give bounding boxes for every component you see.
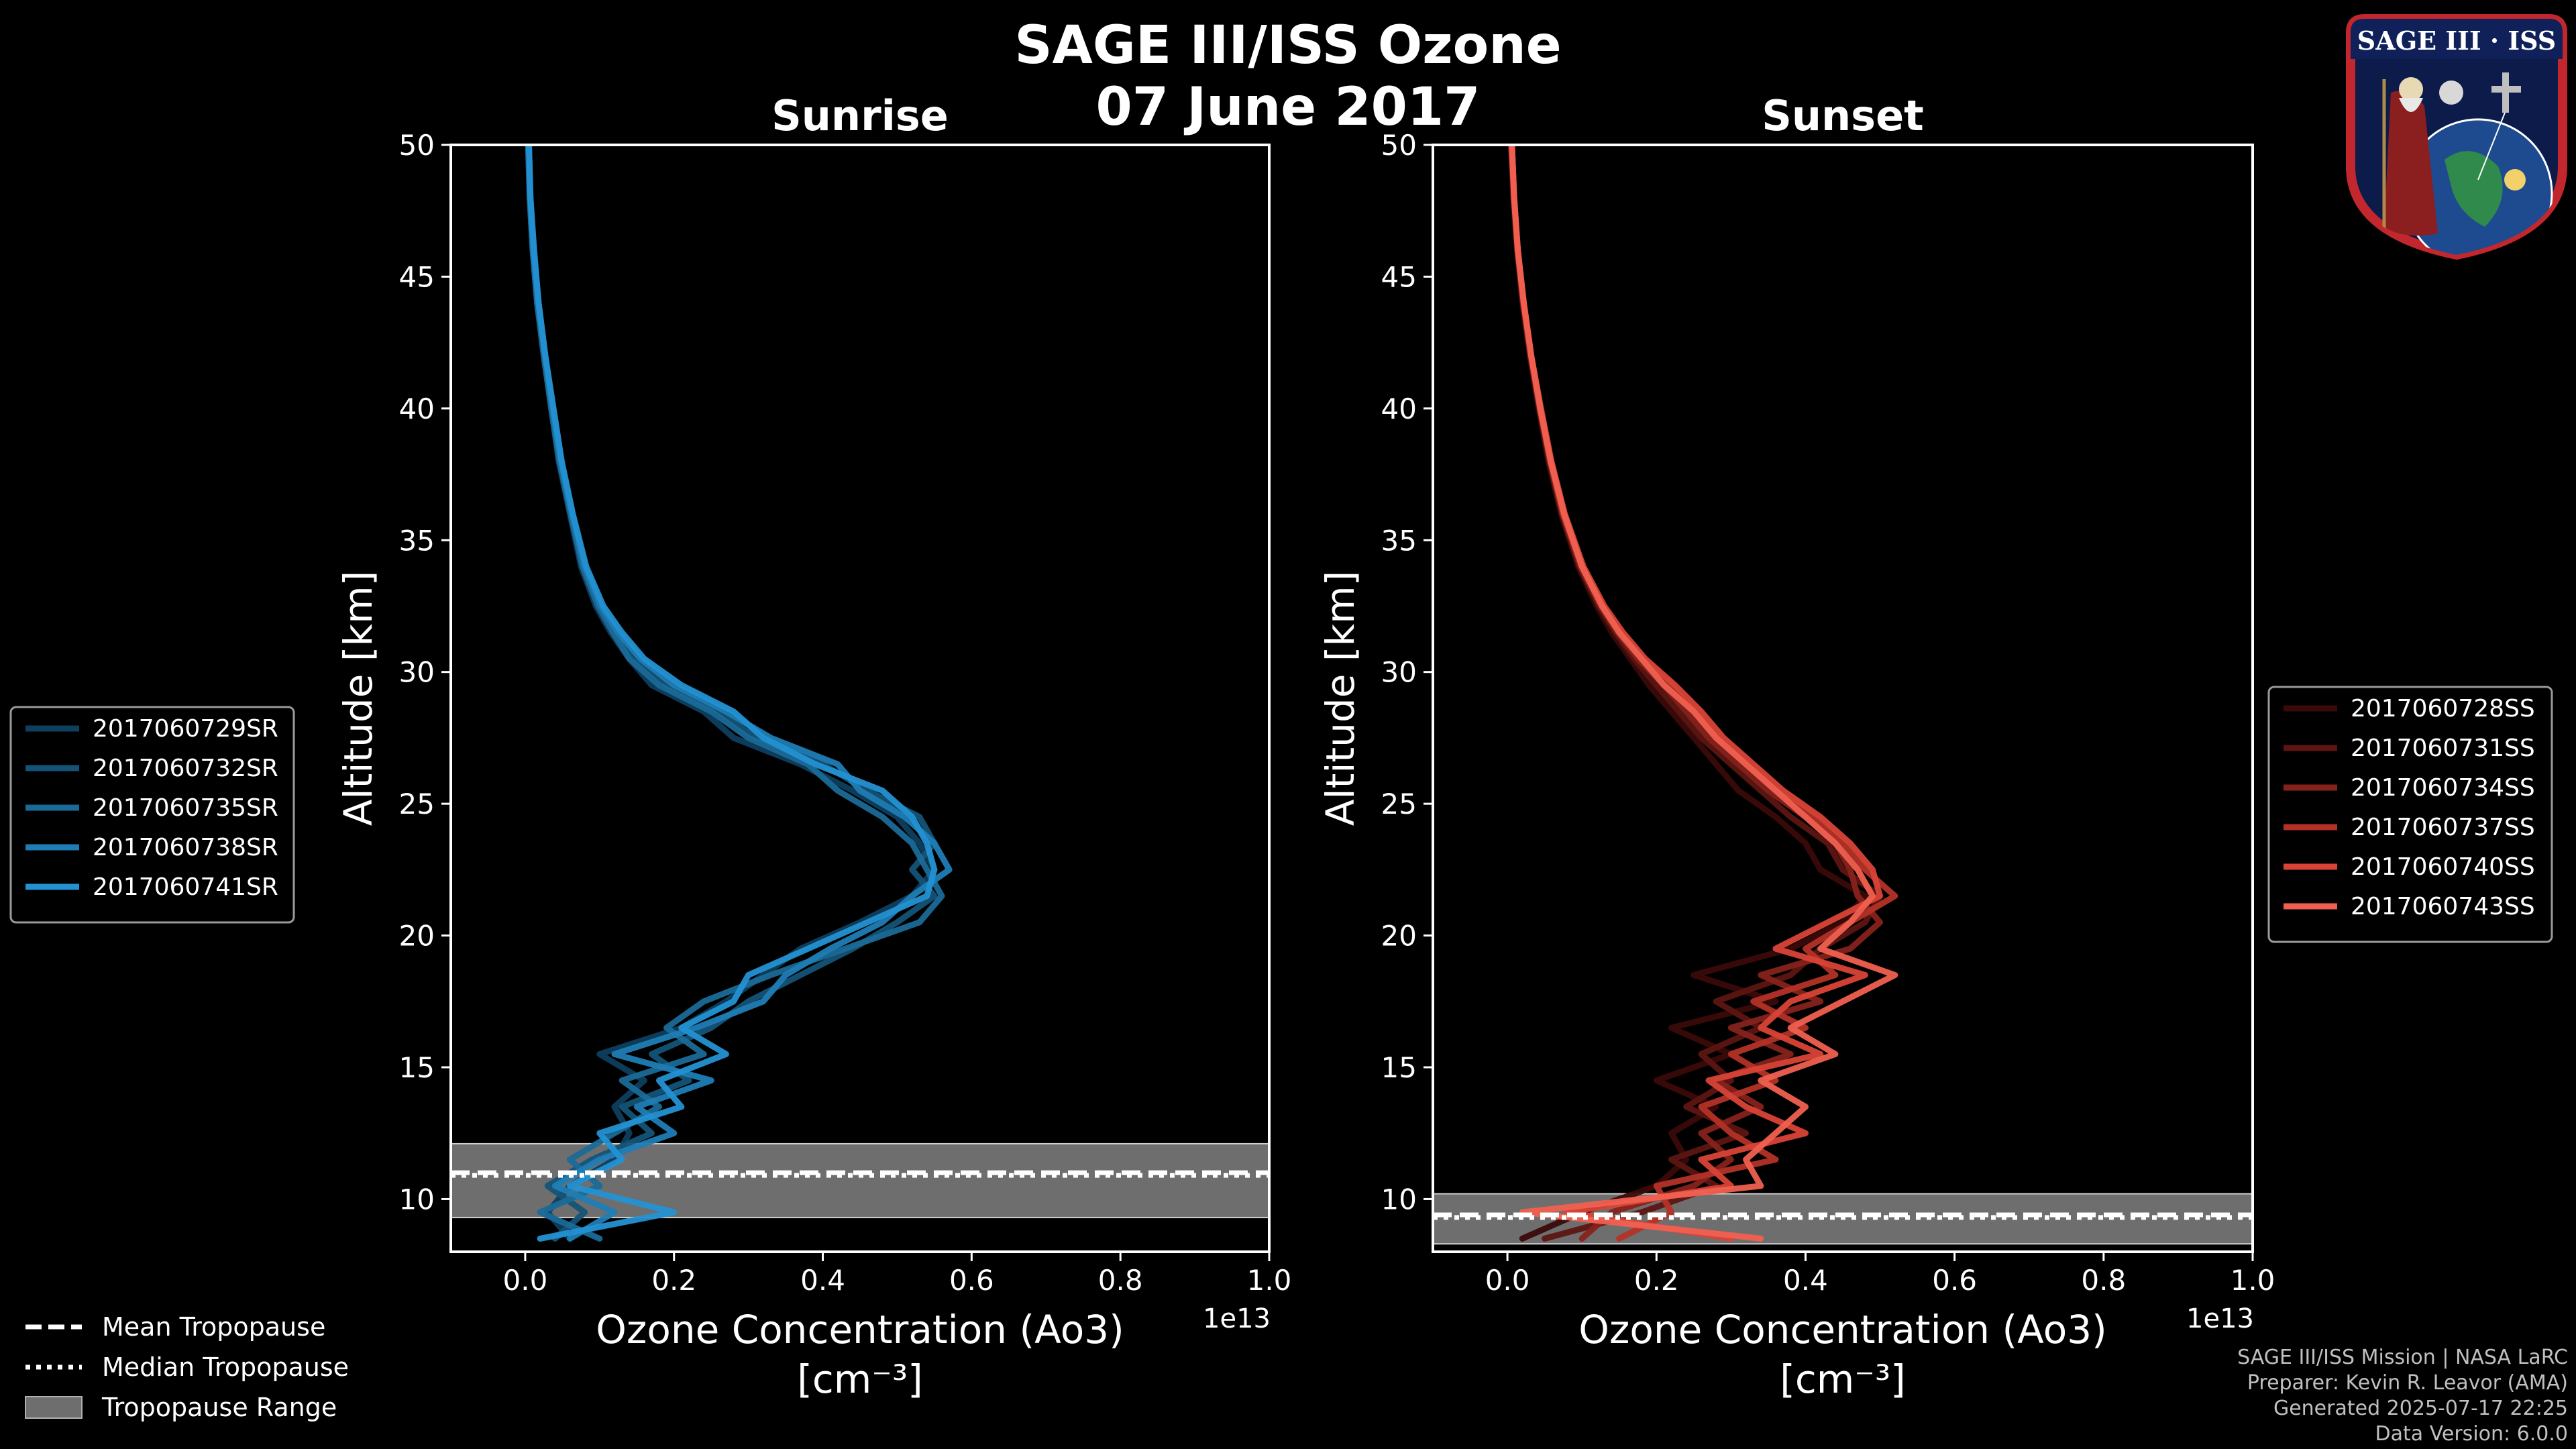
series-line-2017060737SS: [1509, 145, 1898, 1242]
credit-generated: Generated 2025-07-17 22:25: [2273, 1397, 2568, 1420]
figure-title: SAGE III/ISS Ozone 07 June 2017: [0, 15, 2576, 138]
series-line-2017060729SR: [525, 145, 938, 1242]
x-tick-label: 1.0: [1247, 1264, 1292, 1297]
sage-iii-iss-mission-badge: SAGE III · ISS: [2346, 14, 2567, 260]
tropopause-legend: Mean Tropopause Median Tropopause Tropopau…: [25, 1312, 349, 1422]
series-line-2017060734SS: [1508, 145, 1883, 1242]
tropopause-legend-label: Mean Tropopause: [102, 1312, 325, 1342]
y-tick-label: 10: [1381, 1183, 1417, 1216]
sunset-panel: Sunset 0.0 0.2 0.4 0.6 0.8 1.0 10 15 20 25 30 35 40 45…: [1318, 91, 2275, 1402]
y-tick-label: 35: [1381, 524, 1417, 557]
series-line-2017060728SS: [1508, 145, 1868, 1242]
y-tick-label: 50: [1381, 129, 1417, 162]
x-axis-label-line2: [cm⁻³]: [1780, 1356, 1906, 1402]
sunrise-legend: 2017060729SR 2017060732SR 2017060735SR 2017…: [9, 706, 295, 924]
tropopause-range-band: [450, 1142, 1270, 1218]
legend-entry-label: 2017060732SR: [93, 755, 278, 782]
series-line-2017060732SR: [525, 145, 938, 1242]
x-tick-label: 0.6: [949, 1264, 994, 1297]
legend-entry-label: 2017060741SR: [93, 873, 278, 901]
x-tick-label: 0.8: [2081, 1264, 2126, 1297]
y-tick-label: 25: [399, 788, 435, 820]
y-tick-label: 35: [399, 524, 435, 557]
y-tick-label: 20: [399, 920, 435, 953]
badge-title: SAGE III · ISS: [2357, 25, 2556, 56]
tropopause-legend-label: Median Tropopause: [102, 1352, 349, 1382]
x-axis-label-line1: Ozone Concentration (Ao3): [1578, 1307, 2107, 1352]
legend-entry-label: 2017060728SS: [2351, 695, 2535, 722]
legend-entry-label: 2017060731SS: [2351, 735, 2535, 762]
x-tick-label: 0.6: [1932, 1264, 1977, 1297]
y-axis-label: Altitude [km]: [1318, 571, 1363, 826]
tropopause-legend-label: Tropopause Range: [101, 1393, 337, 1422]
legend-entry-label: 2017060737SS: [2351, 814, 2535, 841]
legend-range-swatch: [25, 1396, 83, 1419]
plot-frame: [449, 144, 1271, 1253]
series-lines: [525, 145, 953, 1242]
series-line-2017060740SS: [1509, 145, 1883, 1242]
legend-entry-label: 2017060740SS: [2351, 853, 2535, 881]
panel-title: Sunset: [1762, 91, 1924, 140]
x-tick-label: 0.0: [503, 1264, 548, 1297]
y-tick-label: 20: [1381, 920, 1417, 953]
series-line-2017060731SS: [1508, 145, 1883, 1242]
series-line-2017060735SR: [525, 145, 945, 1242]
y-tick-label: 25: [1381, 788, 1417, 820]
figure-title-line2: 07 June 2017: [1095, 77, 1481, 138]
x-tick-label: 0.4: [1783, 1264, 1828, 1297]
x-tick-label: 0.2: [651, 1264, 696, 1297]
legend-entry-label: 2017060738SR: [93, 834, 278, 861]
legend-frame: [9, 706, 295, 924]
y-axis-label: Altitude [km]: [335, 571, 381, 826]
x-tick-label: 0.2: [1634, 1264, 1679, 1297]
y-tick-label: 15: [1381, 1051, 1417, 1084]
y-tick-label: 30: [399, 656, 435, 689]
plot-frame: [1432, 144, 2254, 1253]
legend-entry-label: 2017060729SR: [93, 715, 278, 743]
y-tick-label: 50: [399, 129, 435, 162]
x-offset-text: 1e13: [2186, 1303, 2254, 1334]
credit-preparer: Preparer: Kevin R. Leavor (AMA): [2247, 1371, 2568, 1395]
y-tick-label: 30: [1381, 656, 1417, 689]
x-tick-label: 0.4: [800, 1264, 845, 1297]
x-offset-text: 1e13: [1203, 1303, 1271, 1334]
x-tick-label: 1.0: [2231, 1264, 2275, 1297]
series-line-2017060743SS: [1509, 145, 1898, 1242]
credit-mission: SAGE III/ISS Mission | NASA LaRC: [2237, 1346, 2568, 1369]
legend-entry-label: 2017060735SR: [93, 794, 278, 822]
y-tick-label: 40: [1381, 392, 1417, 425]
series-line-2017060738SR: [526, 145, 953, 1242]
panel-title: Sunrise: [771, 91, 949, 140]
legend-entry-label: 2017060734SS: [2351, 774, 2535, 802]
x-axis-label-line1: Ozone Concentration (Ao3): [596, 1307, 1124, 1352]
legend-frame: [2267, 686, 2553, 943]
figure-title-line1: SAGE III/ISS Ozone: [1014, 15, 1562, 76]
y-tick-label: 45: [399, 260, 435, 293]
series-line-2017060741SR: [526, 145, 938, 1242]
credit-data-version: Data Version: 6.0.0: [2375, 1422, 2568, 1446]
legend-entry-label: 2017060743SS: [2351, 893, 2535, 920]
x-tick-label: 0.0: [1485, 1264, 1530, 1297]
y-tick-label: 40: [399, 392, 435, 425]
sunrise-panel: Sunrise 0.0 0.2 0.4 0.6 0.8 1.0 10 15 20 25 30 35 40 4…: [335, 91, 1291, 1402]
x-tick-label: 0.8: [1098, 1264, 1143, 1297]
series-lines: [1508, 145, 1898, 1242]
sunset-legend: 2017060728SS 2017060731SS 2017060734SS 2017…: [2267, 686, 2553, 943]
x-axis-label-line2: [cm⁻³]: [797, 1356, 923, 1402]
y-tick-label: 45: [1381, 260, 1417, 293]
y-tick-label: 15: [399, 1051, 435, 1084]
y-tick-label: 10: [399, 1183, 435, 1216]
